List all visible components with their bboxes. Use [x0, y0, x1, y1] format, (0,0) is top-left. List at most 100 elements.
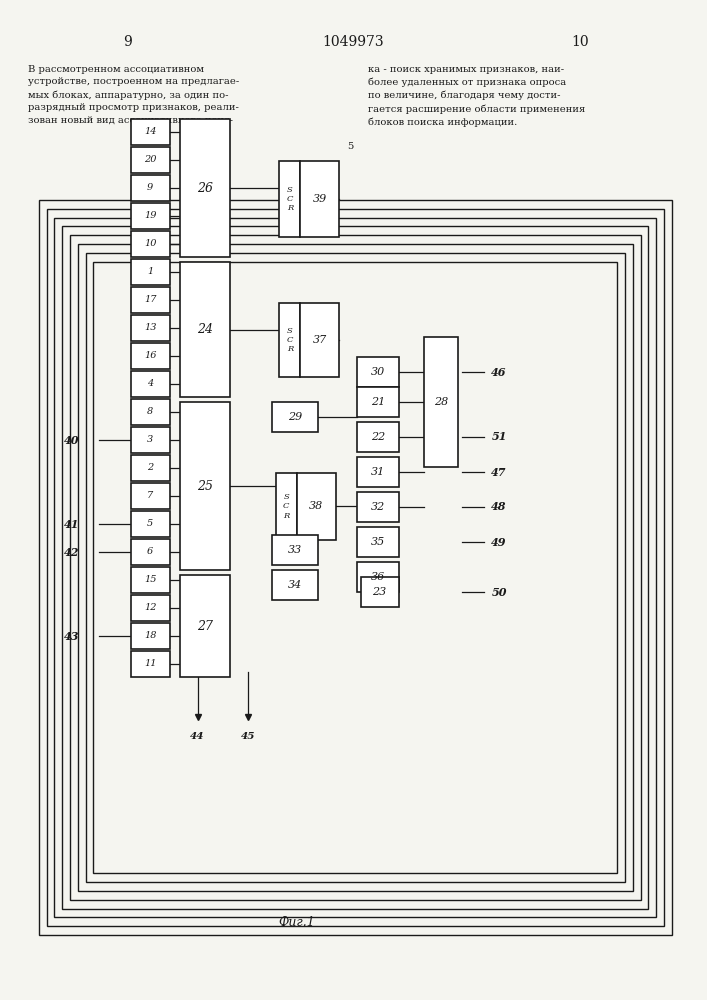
Text: 37: 37 [312, 335, 327, 345]
Bar [131, 203, 170, 229]
Bar [272, 570, 318, 600]
Text: 44: 44 [190, 732, 205, 741]
Bar [357, 357, 399, 387]
Bar [131, 511, 170, 537]
Text: 48: 48 [491, 502, 507, 512]
Bar [70, 235, 641, 900]
Text: 15: 15 [144, 575, 156, 584]
Text: 7: 7 [147, 491, 153, 500]
Bar [131, 455, 170, 481]
Bar [86, 253, 625, 882]
Bar [357, 527, 399, 557]
Text: 16: 16 [144, 352, 156, 360]
Text: 5: 5 [346, 142, 354, 151]
Bar [54, 218, 656, 917]
Text: Фиг.1: Фиг.1 [279, 916, 315, 928]
Bar [131, 287, 170, 313]
Bar [357, 492, 399, 522]
Text: 28: 28 [434, 397, 448, 407]
Text: 51: 51 [491, 432, 507, 442]
Text: 10: 10 [571, 35, 588, 49]
Bar [131, 315, 170, 341]
Bar [180, 262, 230, 397]
Text: 1049973: 1049973 [322, 35, 385, 49]
Bar [131, 539, 170, 565]
Text: 9: 9 [123, 35, 132, 49]
Text: 9: 9 [147, 184, 153, 192]
Bar [131, 651, 170, 677]
Text: 49: 49 [491, 536, 507, 548]
Text: 36: 36 [371, 572, 385, 582]
Text: 47: 47 [491, 466, 507, 478]
Text: 40: 40 [64, 434, 79, 446]
Text: 31: 31 [371, 467, 385, 477]
Text: 42: 42 [64, 546, 79, 557]
Text: 24: 24 [197, 323, 213, 336]
Bar [357, 422, 399, 452]
Text: 22: 22 [371, 432, 385, 442]
Text: 12: 12 [144, 603, 156, 612]
Text: 8: 8 [147, 408, 153, 416]
Text: 20: 20 [144, 155, 156, 164]
Bar [131, 623, 170, 649]
Text: 30: 30 [371, 367, 385, 377]
Bar [131, 259, 170, 285]
Text: 11: 11 [144, 660, 156, 668]
Text: 35: 35 [371, 537, 385, 547]
Text: 13: 13 [144, 324, 156, 332]
Bar [131, 231, 170, 257]
Bar [78, 244, 633, 891]
Bar [39, 200, 672, 935]
Text: 46: 46 [491, 366, 507, 377]
Bar [300, 303, 339, 377]
Bar [47, 209, 664, 926]
Bar [357, 562, 399, 592]
Bar [180, 575, 230, 677]
Bar [180, 402, 230, 570]
Text: 39: 39 [312, 194, 327, 204]
Bar [93, 262, 617, 873]
Bar [300, 161, 339, 237]
Text: 26: 26 [197, 182, 213, 194]
Text: 43: 43 [64, 631, 79, 642]
Text: 5: 5 [147, 519, 153, 528]
Text: 10: 10 [144, 239, 156, 248]
Bar [276, 473, 297, 540]
Text: 1: 1 [147, 267, 153, 276]
Bar [131, 119, 170, 145]
Bar [279, 161, 300, 237]
Text: S
C
R: S C R [283, 493, 290, 520]
Text: В рассмотренном ассоциативном
устройстве, построенном на предлагае-
мых блоках, : В рассмотренном ассоциативном устройстве… [28, 65, 240, 125]
Bar [131, 595, 170, 621]
Bar [361, 577, 399, 607]
Bar [131, 427, 170, 453]
Bar [180, 119, 230, 257]
Bar [272, 402, 318, 432]
Text: 50: 50 [491, 586, 507, 597]
Text: 6: 6 [147, 547, 153, 556]
Text: 25: 25 [197, 480, 213, 492]
Text: ка - поиск хранимых признаков, наи-
более удаленных от признака опроса
по величи: ка - поиск хранимых признаков, наи- боле… [368, 65, 585, 127]
Bar [131, 147, 170, 173]
Bar [357, 457, 399, 487]
Bar [357, 387, 399, 417]
Bar [62, 226, 648, 909]
Text: 23: 23 [373, 587, 387, 597]
Text: 38: 38 [309, 501, 324, 511]
Text: 32: 32 [371, 502, 385, 512]
Bar [297, 473, 336, 540]
Text: S
C
R: S C R [286, 186, 293, 212]
Bar [131, 343, 170, 369]
Text: 45: 45 [240, 732, 255, 741]
Text: 34: 34 [288, 580, 303, 590]
Text: 21: 21 [371, 397, 385, 407]
Text: 14: 14 [144, 127, 156, 136]
Text: 3: 3 [147, 436, 153, 444]
Bar [131, 175, 170, 201]
Bar [279, 303, 300, 377]
Text: 29: 29 [288, 412, 303, 422]
Bar [131, 399, 170, 425]
Bar [272, 535, 318, 565]
Bar [424, 337, 458, 467]
Text: 17: 17 [144, 295, 156, 304]
